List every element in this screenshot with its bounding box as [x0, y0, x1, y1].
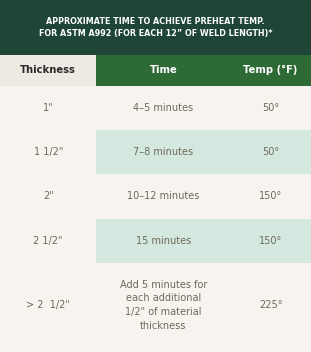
Text: 2": 2": [43, 191, 53, 201]
Text: 1": 1": [43, 103, 53, 113]
Bar: [96, 86, 311, 130]
Text: 225°: 225°: [259, 300, 282, 310]
Text: 50°: 50°: [262, 147, 279, 157]
Bar: [96, 219, 311, 263]
Text: Temp (°F): Temp (°F): [244, 65, 298, 75]
Text: 7–8 minutes: 7–8 minutes: [133, 147, 193, 157]
Bar: [96, 263, 311, 347]
Text: 150°: 150°: [259, 236, 282, 246]
Bar: [0, 219, 96, 263]
Text: Add 5 minutes for
each additional
1/2" of material
thickness: Add 5 minutes for each additional 1/2" o…: [120, 280, 207, 331]
Bar: [96, 55, 311, 86]
Text: 1 1/2": 1 1/2": [34, 147, 63, 157]
Text: Time: Time: [149, 65, 177, 75]
Text: 2 1/2": 2 1/2": [34, 236, 63, 246]
Bar: [0, 55, 96, 86]
Text: > 2  1/2": > 2 1/2": [26, 300, 70, 310]
Text: 150°: 150°: [259, 191, 282, 201]
Text: Thickness: Thickness: [20, 65, 76, 75]
Text: 50°: 50°: [262, 103, 279, 113]
Bar: [96, 174, 311, 219]
Bar: [96, 130, 311, 174]
Text: 10–12 minutes: 10–12 minutes: [127, 191, 199, 201]
Bar: [0, 0, 311, 55]
Bar: [0, 130, 96, 174]
Text: 4–5 minutes: 4–5 minutes: [133, 103, 193, 113]
Bar: [0, 86, 96, 130]
Text: 15 minutes: 15 minutes: [136, 236, 191, 246]
Bar: [0, 263, 96, 347]
Bar: [0, 174, 96, 219]
Text: APPROXIMATE TIME TO ACHIEVE PREHEAT TEMP.
FOR ASTM A992 (FOR EACH 12” OF WELD LE: APPROXIMATE TIME TO ACHIEVE PREHEAT TEMP…: [39, 17, 272, 38]
